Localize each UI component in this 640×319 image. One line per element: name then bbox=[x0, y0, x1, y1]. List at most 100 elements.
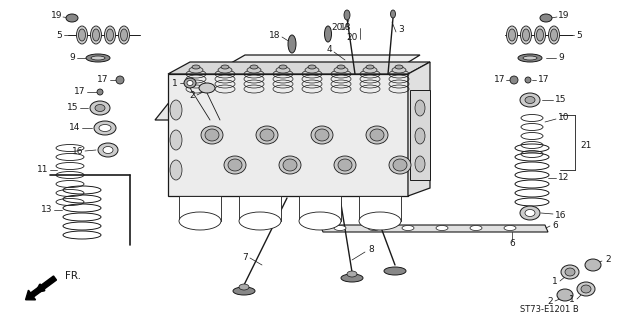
Ellipse shape bbox=[311, 126, 333, 144]
Ellipse shape bbox=[120, 29, 127, 41]
Polygon shape bbox=[175, 55, 420, 95]
Ellipse shape bbox=[324, 26, 332, 42]
Ellipse shape bbox=[523, 56, 537, 60]
Text: 19: 19 bbox=[51, 11, 62, 20]
Ellipse shape bbox=[189, 67, 203, 73]
Ellipse shape bbox=[201, 126, 223, 144]
Ellipse shape bbox=[103, 146, 113, 153]
Ellipse shape bbox=[334, 67, 348, 73]
Text: 2: 2 bbox=[189, 92, 195, 100]
Ellipse shape bbox=[402, 226, 414, 231]
Ellipse shape bbox=[370, 129, 384, 141]
Ellipse shape bbox=[525, 97, 535, 103]
Ellipse shape bbox=[97, 89, 103, 95]
Ellipse shape bbox=[224, 156, 246, 174]
Ellipse shape bbox=[366, 126, 388, 144]
Polygon shape bbox=[239, 196, 281, 221]
Ellipse shape bbox=[534, 26, 545, 44]
Text: 8: 8 bbox=[368, 246, 374, 255]
Ellipse shape bbox=[239, 212, 281, 230]
Ellipse shape bbox=[233, 287, 255, 295]
Ellipse shape bbox=[308, 65, 316, 69]
Ellipse shape bbox=[199, 83, 215, 93]
Ellipse shape bbox=[581, 285, 591, 293]
Ellipse shape bbox=[565, 268, 575, 276]
Text: 6: 6 bbox=[552, 220, 557, 229]
Ellipse shape bbox=[359, 212, 401, 230]
Ellipse shape bbox=[95, 105, 105, 112]
Ellipse shape bbox=[510, 76, 518, 84]
Text: ST73-E1201 B: ST73-E1201 B bbox=[520, 306, 579, 315]
Ellipse shape bbox=[338, 159, 352, 171]
Polygon shape bbox=[320, 225, 548, 232]
Ellipse shape bbox=[520, 26, 531, 44]
Ellipse shape bbox=[341, 274, 363, 282]
Ellipse shape bbox=[187, 80, 193, 85]
Ellipse shape bbox=[518, 54, 542, 62]
Ellipse shape bbox=[520, 206, 540, 220]
Ellipse shape bbox=[184, 78, 196, 88]
Ellipse shape bbox=[389, 156, 411, 174]
Ellipse shape bbox=[170, 130, 182, 150]
Ellipse shape bbox=[550, 29, 557, 41]
Polygon shape bbox=[408, 62, 430, 196]
Ellipse shape bbox=[66, 14, 78, 22]
Ellipse shape bbox=[93, 29, 99, 41]
Ellipse shape bbox=[91, 56, 105, 60]
Ellipse shape bbox=[116, 76, 124, 84]
Ellipse shape bbox=[170, 160, 182, 180]
Ellipse shape bbox=[315, 129, 329, 141]
Text: 9: 9 bbox=[558, 54, 564, 63]
Ellipse shape bbox=[247, 67, 261, 73]
Ellipse shape bbox=[90, 26, 102, 44]
Ellipse shape bbox=[415, 128, 425, 144]
Ellipse shape bbox=[334, 156, 356, 174]
Ellipse shape bbox=[536, 29, 543, 41]
Ellipse shape bbox=[363, 67, 377, 73]
Ellipse shape bbox=[504, 226, 516, 231]
Ellipse shape bbox=[221, 65, 229, 69]
Ellipse shape bbox=[239, 284, 249, 290]
Ellipse shape bbox=[390, 10, 396, 18]
Text: 13: 13 bbox=[40, 205, 52, 214]
Text: 18: 18 bbox=[269, 31, 280, 40]
Bar bbox=[410, 90, 430, 180]
Ellipse shape bbox=[506, 26, 518, 44]
Ellipse shape bbox=[218, 67, 232, 73]
Ellipse shape bbox=[347, 271, 357, 277]
Polygon shape bbox=[155, 95, 355, 120]
Text: 14: 14 bbox=[68, 123, 80, 132]
Ellipse shape bbox=[250, 65, 258, 69]
Ellipse shape bbox=[279, 156, 301, 174]
Text: 7: 7 bbox=[243, 254, 248, 263]
Ellipse shape bbox=[94, 121, 116, 135]
Ellipse shape bbox=[260, 129, 274, 141]
Text: 16: 16 bbox=[555, 211, 566, 219]
Ellipse shape bbox=[525, 77, 531, 83]
Ellipse shape bbox=[305, 67, 319, 73]
Polygon shape bbox=[359, 196, 401, 221]
Ellipse shape bbox=[334, 226, 346, 231]
Ellipse shape bbox=[561, 265, 579, 279]
Ellipse shape bbox=[228, 159, 242, 171]
Ellipse shape bbox=[276, 67, 290, 73]
Ellipse shape bbox=[415, 100, 425, 116]
Polygon shape bbox=[179, 196, 221, 221]
Ellipse shape bbox=[106, 29, 113, 41]
Polygon shape bbox=[168, 74, 408, 196]
Text: 2: 2 bbox=[605, 256, 611, 264]
Ellipse shape bbox=[99, 124, 111, 131]
Text: 21: 21 bbox=[580, 140, 591, 150]
Polygon shape bbox=[168, 62, 430, 74]
Text: 17: 17 bbox=[538, 76, 550, 85]
Text: 5: 5 bbox=[576, 31, 582, 40]
Ellipse shape bbox=[548, 26, 559, 44]
Ellipse shape bbox=[393, 159, 407, 171]
Text: 2: 2 bbox=[547, 298, 553, 307]
Ellipse shape bbox=[77, 26, 88, 44]
Ellipse shape bbox=[170, 100, 182, 120]
Text: 19: 19 bbox=[558, 11, 570, 20]
Ellipse shape bbox=[395, 65, 403, 69]
Text: 20: 20 bbox=[332, 24, 343, 33]
Ellipse shape bbox=[256, 126, 278, 144]
